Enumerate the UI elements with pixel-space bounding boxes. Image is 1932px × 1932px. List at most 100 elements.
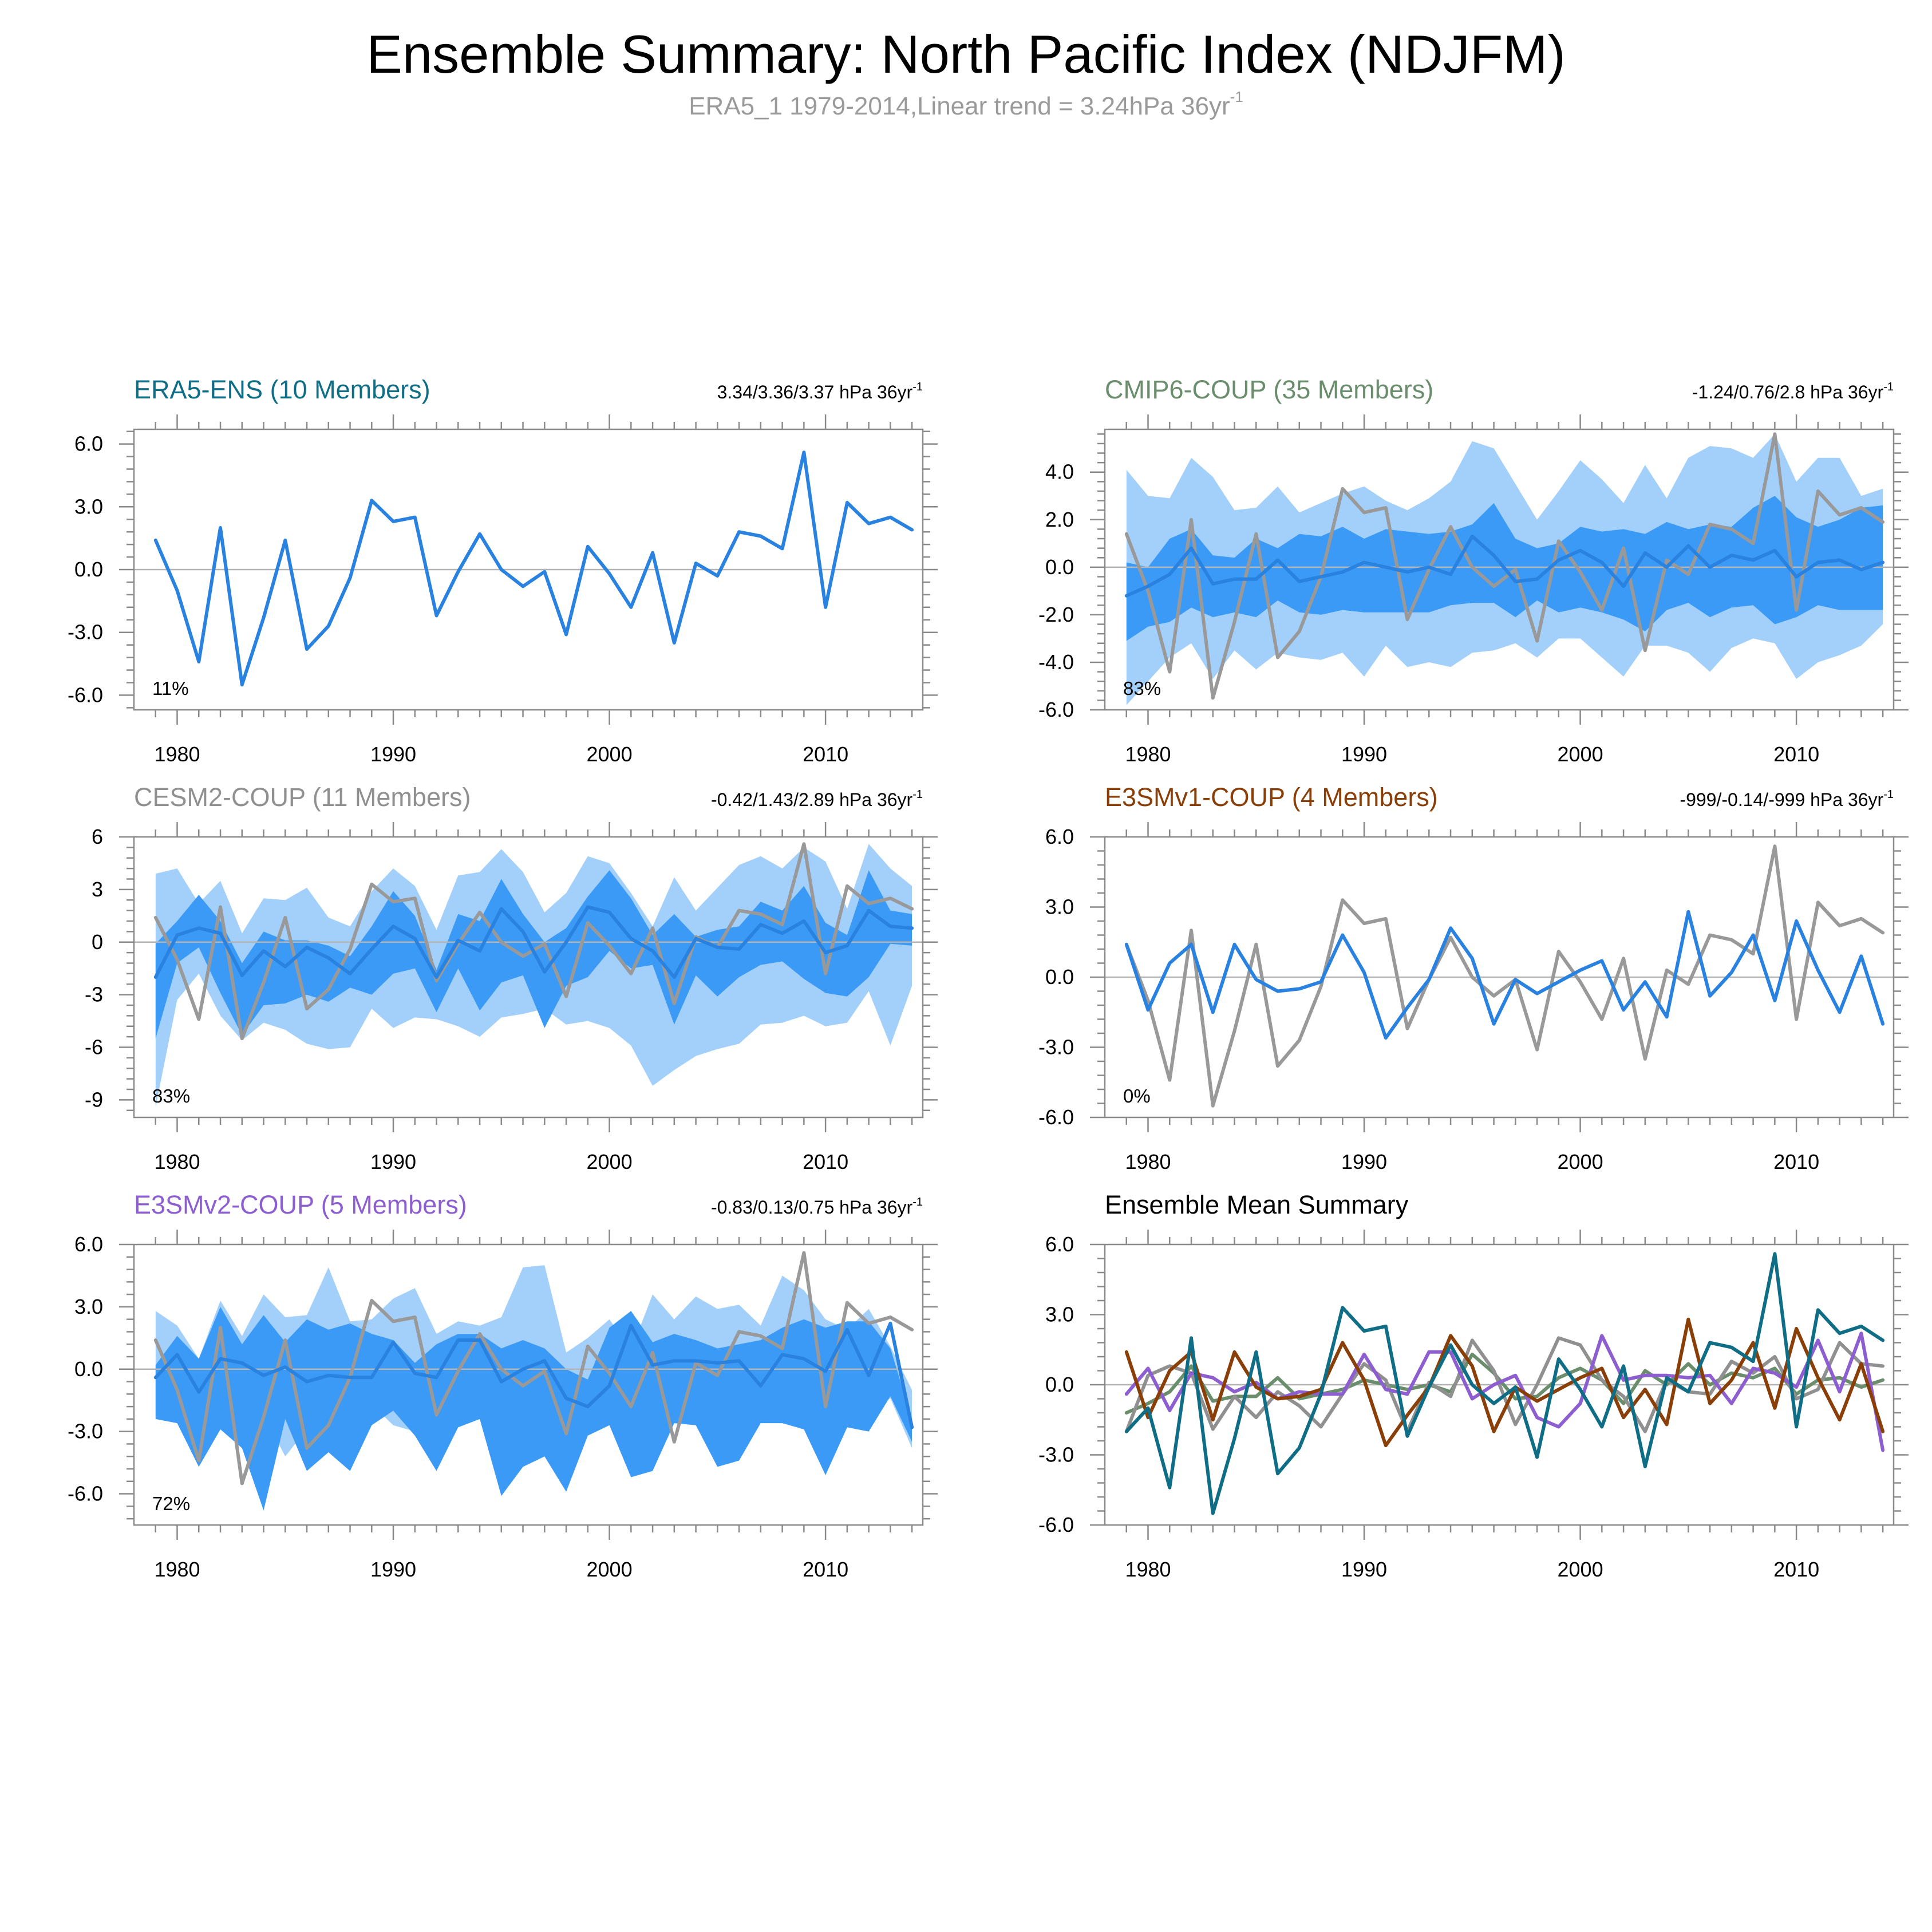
series-line-summary-cmip6-coup (1124, 1352, 1885, 1415)
series-line-cmip6-ensemble-mean (1124, 534, 1885, 598)
x-tick-label: 2010 (803, 1558, 848, 1581)
x-tick-label: 1980 (154, 742, 200, 766)
panel-title-e3smv1: E3SMv1-COUP (4 Members) (1105, 783, 1438, 812)
percent-label-e3smv2: 72% (152, 1493, 190, 1514)
x-tick-label: 1990 (370, 1558, 416, 1581)
x-tick-label: 2000 (587, 1558, 633, 1581)
y-tick-label: 0.0 (1045, 965, 1074, 989)
y-tick-label: 6.0 (1045, 1232, 1074, 1256)
series-line-e3smv1-ensemble-mean (1124, 910, 1885, 1040)
x-tick-label: 1980 (1125, 742, 1171, 766)
x-tick-label: 2000 (1558, 1150, 1603, 1174)
percent-label-e3smv1: 0% (1123, 1085, 1151, 1107)
percent-label-era5: 11% (152, 678, 189, 699)
x-tick-label: 1980 (1125, 1558, 1171, 1581)
y-tick-label: 3.0 (1045, 895, 1074, 919)
y-tick-label: 3.0 (74, 1295, 103, 1318)
series-line-e3smv2-ensemble-mean (153, 1321, 914, 1429)
y-tick-label: 6.0 (1045, 825, 1074, 848)
panel-cesm2: -9 -6 -3 0 3 6 1980 1990 2000 2010 CESM2-COUP (11 … (85, 783, 938, 1174)
y-tick-label: -2.0 (1038, 603, 1074, 626)
figure-title: Ensemble Summary: North Pacific Index (N… (366, 24, 1566, 84)
y-tick-label: -3.0 (68, 621, 103, 644)
x-tick-label: 1990 (1341, 742, 1387, 766)
band-inner-e3smv2 (155, 1306, 912, 1511)
trend-value: -0.42/1.43/2.89 hPa 36yr (711, 789, 913, 810)
y-tick-label: -6.0 (68, 683, 103, 706)
percent-label-cmip6: 83% (1123, 678, 1161, 699)
trend-value: -0.83/0.13/0.75 hPa 36yr (711, 1197, 913, 1218)
panel-title-cmip6: CMIP6-COUP (35 Members) (1105, 375, 1433, 404)
y-tick-label: -4.0 (1038, 650, 1074, 674)
x-tick-label: 2000 (587, 742, 633, 766)
y-tick-label: 2.0 (1045, 508, 1074, 531)
panel-title-e3smv2: E3SMv2-COUP (5 Members) (134, 1190, 467, 1219)
trend-value: -1.24/0.76/2.8 hPa 36yr (1692, 382, 1884, 402)
trend-superscript: -1 (912, 1196, 923, 1208)
trend-superscript: -1 (912, 381, 923, 393)
y-tick-label: -6.0 (1038, 698, 1074, 721)
x-tick-label: 1990 (370, 1150, 416, 1174)
x-tick-label: 1980 (154, 1558, 200, 1581)
subtitle-superscript: -1 (1230, 88, 1243, 105)
panel-title-cesm2: CESM2-COUP (11 Members) (134, 783, 471, 812)
panel-title-summary: Ensemble Mean Summary (1105, 1190, 1409, 1219)
trend-label-e3smv2: -0.83/0.13/0.75 hPa 36yr-1 (711, 1196, 923, 1218)
trend-superscript: -1 (912, 788, 923, 801)
x-tick-label: 2010 (803, 742, 848, 766)
trend-label-e3smv1: -999/-0.14/-999 hPa 36yr-1 (1680, 788, 1894, 810)
y-tick-label: -3 (85, 983, 103, 1006)
y-tick-label: -6 (85, 1036, 103, 1059)
x-tick-label: 2010 (1773, 1150, 1819, 1174)
panel-title-era5: ERA5-ENS (10 Members) (134, 375, 430, 404)
y-tick-label: -6.0 (68, 1482, 103, 1506)
x-tick-label: 1990 (1341, 1558, 1387, 1581)
trend-label-cmip6: -1.24/0.76/2.8 hPa 36yr-1 (1692, 381, 1894, 402)
series-line-summary-e3smv1-coup (1124, 1317, 1885, 1448)
trend-value: 3.34/3.36/3.37 hPa 36yr (717, 382, 913, 402)
series-line-summary-era5-ens (1124, 1252, 1885, 1515)
x-tick-label: 2010 (1773, 1558, 1819, 1581)
y-tick-label: 4.0 (1045, 460, 1074, 484)
trend-label-cesm2: -0.42/1.43/2.89 hPa 36yr-1 (711, 788, 923, 810)
y-tick-label: -3.0 (68, 1420, 103, 1443)
plot-frame-e3smv2 (133, 1243, 924, 1526)
x-tick-label: 1980 (154, 1150, 200, 1174)
y-tick-label: 0.0 (1045, 1373, 1074, 1396)
y-tick-label: 3 (92, 878, 103, 901)
x-tick-label: 2000 (1558, 1558, 1603, 1581)
figure-subtitle: ERA5_1 1979-2014,Linear trend = 3.24hPa … (0, 89, 1932, 121)
trend-value: -999/-0.14/-999 hPa 36yr (1680, 789, 1883, 810)
y-tick-label: -6.0 (1038, 1105, 1074, 1129)
series-line-cmip6-observed (1124, 432, 1885, 700)
y-tick-label: 0.0 (1045, 555, 1074, 579)
percent-label-cesm2: 83% (152, 1085, 190, 1107)
panel-era5: -6.0 -3.0 0.0 3.0 6.0 1980 1990 2000 2010 ERA5-EN… (68, 375, 938, 766)
y-tick-label: 0 (92, 930, 103, 954)
x-tick-label: 2010 (1773, 742, 1819, 766)
plot-frame-cesm2 (133, 836, 924, 1119)
subtitle-text: ERA5_1 1979-2014,Linear trend = 3.24hPa … (689, 92, 1230, 120)
series-line-cesm2-ensemble-mean (153, 905, 914, 979)
y-tick-label: 6.0 (74, 432, 103, 456)
panel-e3smv2: -6.0 -3.0 0.0 3.0 6.0 1980 1990 2000 2010 E3SMv2-… (68, 1190, 938, 1581)
x-tick-label: 2000 (587, 1150, 633, 1174)
series-line-e3smv1-observed (1124, 844, 1885, 1108)
x-tick-label: 2000 (1558, 742, 1603, 766)
x-tick-label: 1990 (1341, 1150, 1387, 1174)
y-tick-label: -3.0 (1038, 1036, 1074, 1059)
y-tick-label: -6.0 (1038, 1513, 1074, 1536)
series-line-e3smv2-observed (153, 1251, 914, 1485)
y-tick-label: -3.0 (1038, 1443, 1074, 1467)
trend-label-era5: 3.34/3.36/3.37 hPa 36yr-1 (717, 381, 923, 402)
y-tick-label: 3.0 (1045, 1303, 1074, 1326)
trend-superscript: -1 (1883, 381, 1894, 393)
y-tick-label: 0.0 (74, 558, 103, 581)
y-tick-label: 3.0 (74, 495, 103, 518)
x-tick-label: 2010 (803, 1150, 848, 1174)
y-tick-label: 0.0 (74, 1357, 103, 1381)
x-tick-label: 1990 (370, 742, 416, 766)
y-tick-label: -9 (85, 1088, 103, 1111)
y-tick-label: 6 (92, 825, 103, 848)
